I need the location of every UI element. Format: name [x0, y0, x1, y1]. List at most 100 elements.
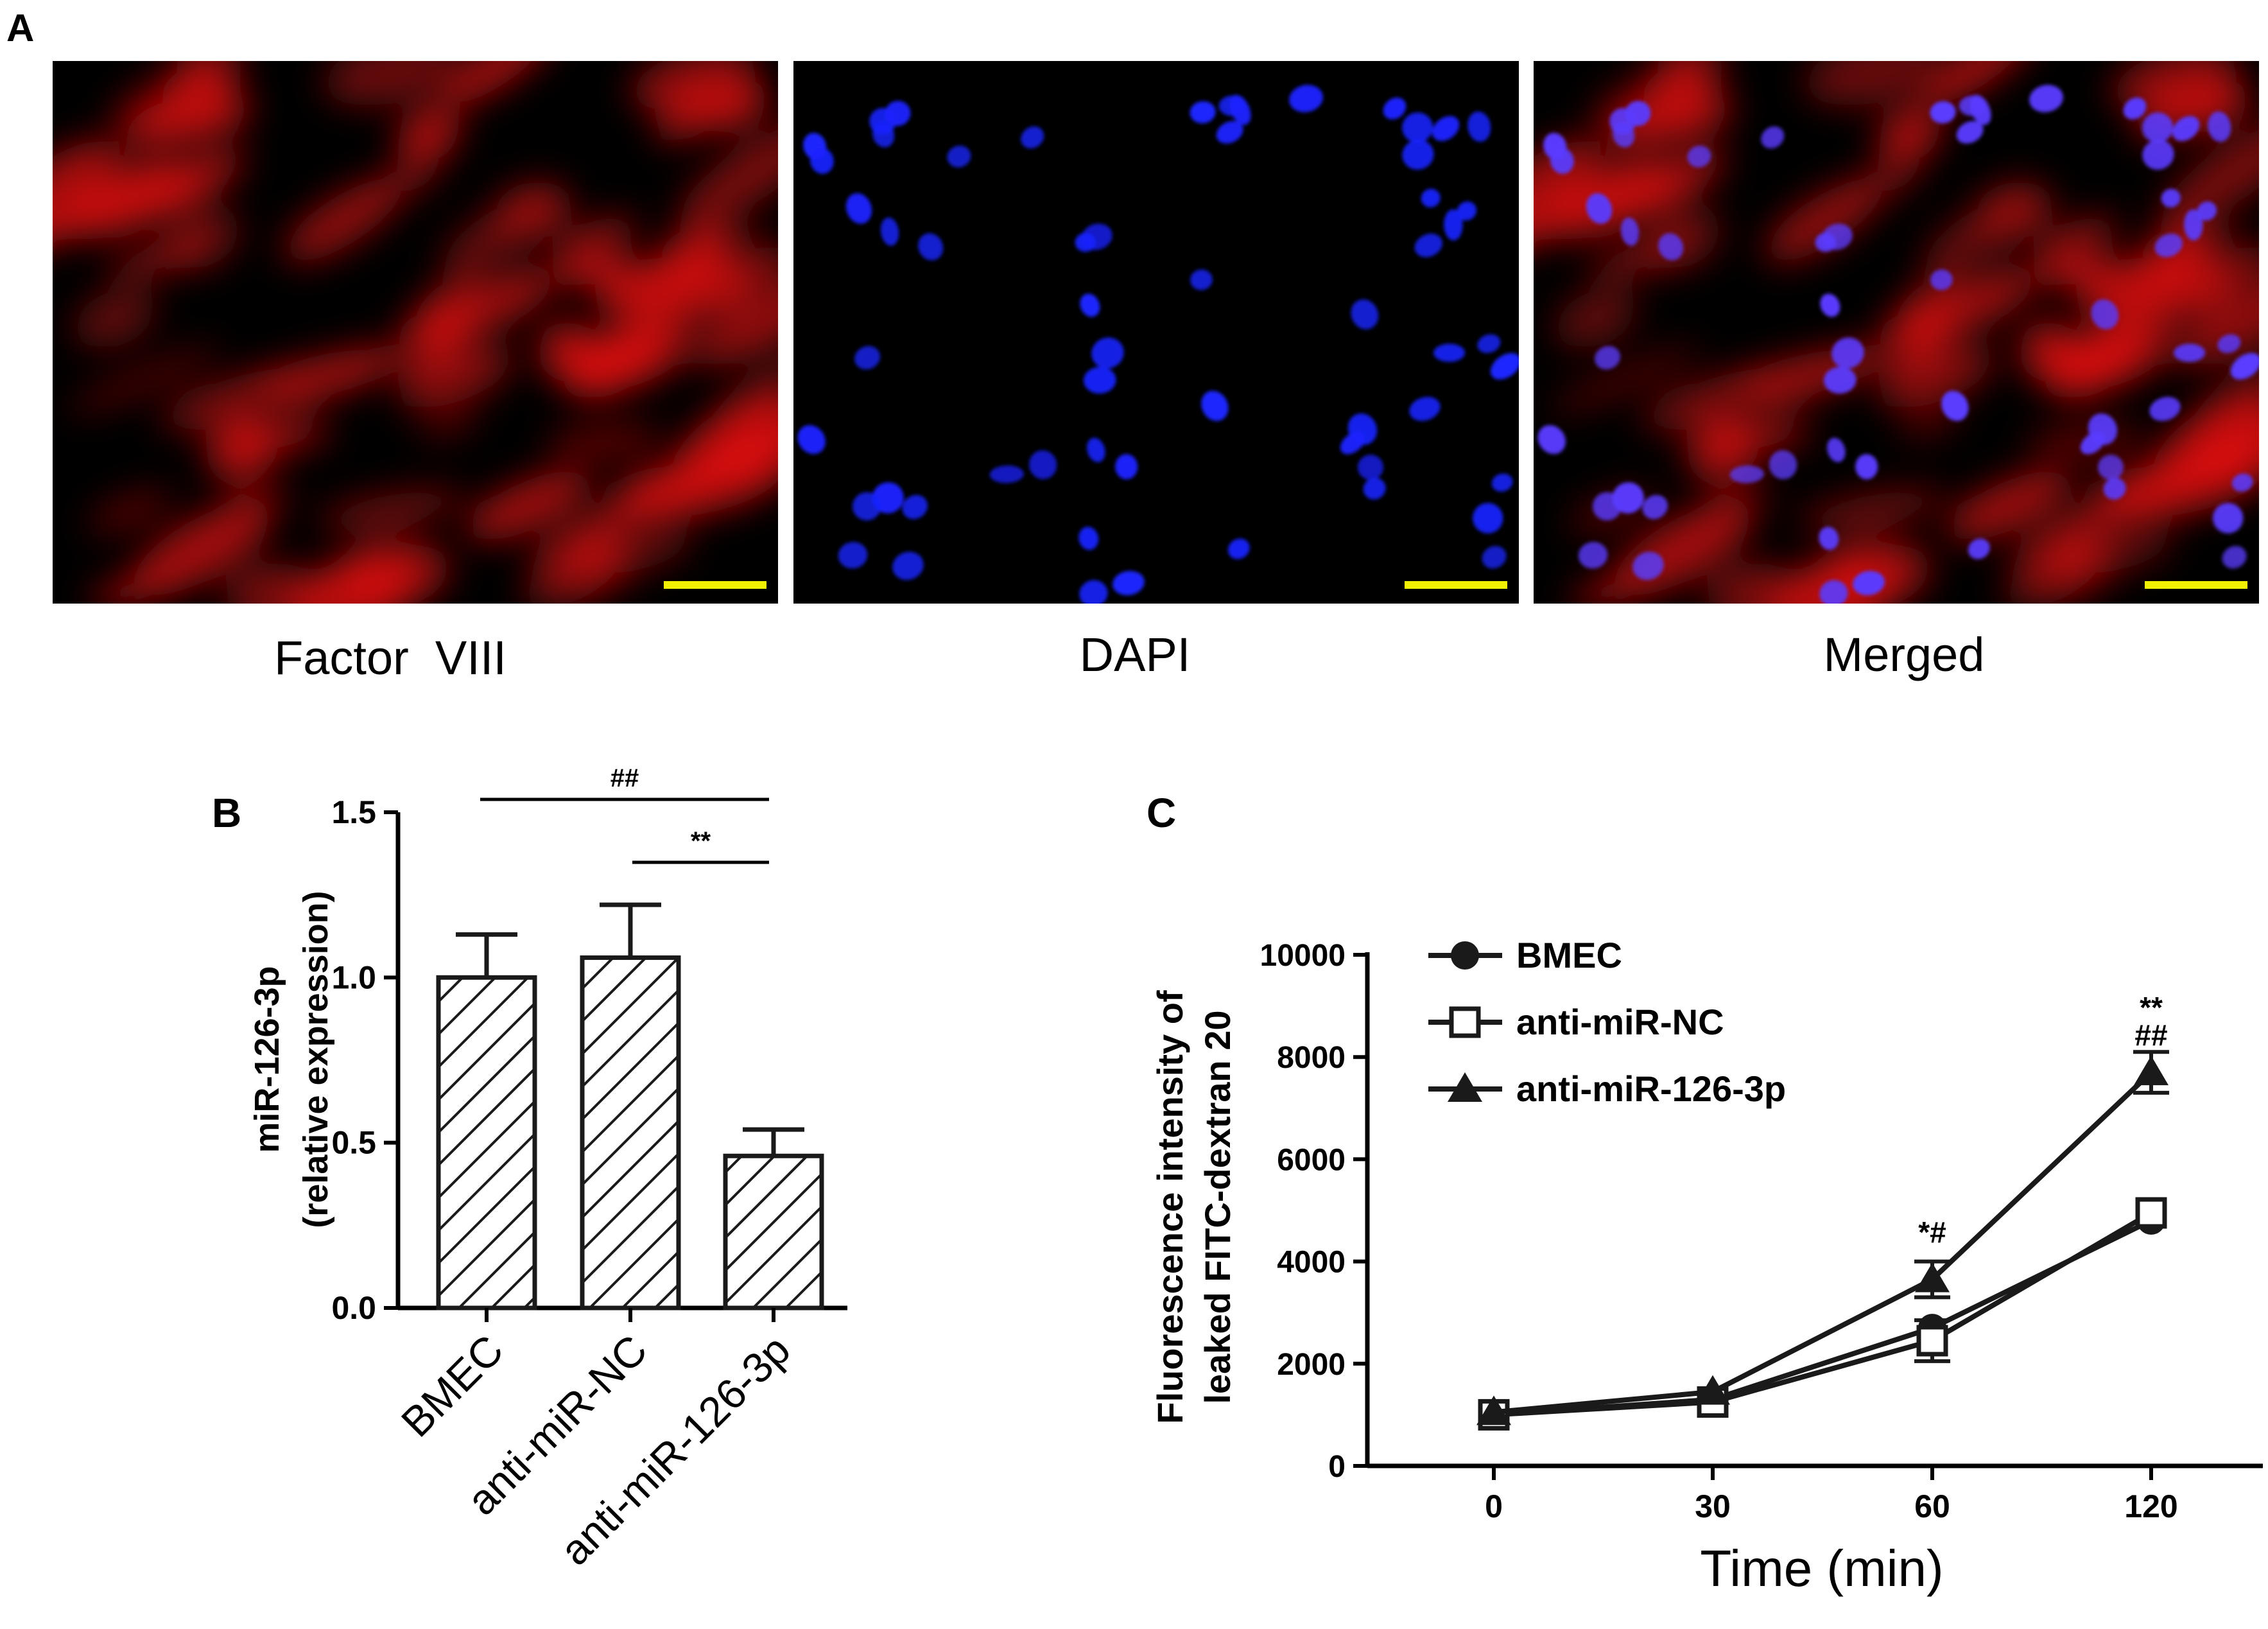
nucleus [1819, 580, 1848, 604]
red-cell-region [707, 349, 778, 437]
micrograph-dapi [793, 61, 1519, 604]
legend-marker [1448, 1072, 1482, 1102]
red-cell-region [545, 423, 663, 461]
bar-chart-mir126: 0.00.51.01.5BMECanti-miR-NCanti-miR-126-… [248, 764, 847, 1574]
red-cell-region [1798, 489, 1946, 531]
nucleus [1078, 527, 1099, 550]
nucleus [2197, 201, 2217, 221]
nucleus [2174, 344, 2206, 362]
nucleus [1578, 542, 1608, 569]
nucleus [1632, 552, 1664, 580]
nucleus [1620, 217, 1640, 246]
nucleus [885, 100, 911, 126]
red-cell-region [1880, 308, 1960, 347]
red-cell-region [274, 342, 401, 412]
nucleus [1853, 571, 1885, 596]
legend-marker [1451, 941, 1479, 970]
red-cell-region [2025, 256, 2111, 285]
nucleus [1831, 337, 1864, 369]
panel-c-letter: C [1147, 790, 1176, 836]
nucleus [2208, 111, 2231, 142]
y-tick-label: 2000 [1277, 1348, 1346, 1382]
red-cell-region [323, 61, 462, 106]
caption-dapi: DAPI [1080, 628, 1191, 681]
nucleus [1467, 111, 1491, 142]
nucleus [1351, 299, 1379, 329]
nucleus [2029, 85, 2063, 112]
line-chart-fitc-leakage: 0 2000 4000 6000 8000 10000 0 30 60 120 Time (min)… [1150, 935, 2263, 1597]
nucleus [1537, 425, 1566, 455]
red-cell-region [53, 140, 120, 238]
nucleus [989, 465, 1024, 483]
nucleus [2142, 139, 2174, 170]
red-cell-region [564, 327, 659, 399]
red-cell-region [2120, 223, 2240, 306]
red-cell-region [639, 223, 759, 306]
nucleus [1769, 450, 1797, 480]
nucleus [880, 217, 899, 246]
micrograph-merged [1534, 61, 2259, 604]
significance-label: ## [610, 764, 639, 792]
nucleus [803, 132, 827, 160]
red-cell-region [1706, 422, 1812, 452]
nucleus [1491, 473, 1513, 492]
nucleus [2149, 396, 2181, 421]
nucleus [1658, 233, 1684, 261]
scale-bar [2145, 581, 2247, 589]
legend-label: anti-miR-NC [1516, 1002, 1724, 1042]
red-cell-region [162, 65, 239, 121]
nucleus [1457, 201, 1477, 221]
y-tick-label: 10000 [1260, 939, 1346, 973]
red-cell-region [660, 78, 766, 122]
nucleus [2230, 353, 2259, 380]
nucleus [1969, 94, 1991, 125]
nucleus [1820, 293, 1840, 317]
nucleus [1612, 482, 1644, 514]
dapi-nuclei [797, 85, 1519, 604]
x-tick-label: 120 [2124, 1488, 2177, 1524]
y-tick-label: 0.5 [331, 1125, 376, 1161]
red-cell-region [629, 451, 778, 517]
data-point [1476, 1395, 1511, 1425]
nucleus [1815, 232, 1837, 252]
significance-annotation: ## [2134, 1018, 2167, 1052]
nucleus [1482, 546, 1507, 569]
y-tick-label: 1.5 [331, 794, 376, 830]
red-cell-region [2141, 78, 2247, 122]
nucleus [2217, 334, 2241, 353]
red-cell-region [396, 106, 461, 164]
red-cell-region [88, 489, 173, 534]
red-cell-region [1977, 181, 2054, 237]
red-cell-region [2033, 216, 2119, 265]
nucleus [2231, 473, 2253, 492]
panel-a-letter: A [6, 6, 34, 49]
caption-factor-viii: Factor VIII [274, 631, 506, 684]
nucleus [1930, 101, 1956, 124]
nucleus [1028, 450, 1057, 480]
nucleus [947, 145, 971, 168]
nucleus [1357, 455, 1384, 480]
x-axis-label: Time (min) [1700, 1540, 1943, 1597]
y-tick-label: 0 [1328, 1450, 1346, 1484]
caption-merged: Merged [1824, 628, 1985, 681]
red-cell-region [397, 346, 514, 408]
nucleus [1432, 116, 1460, 141]
red-cell-region [164, 207, 241, 269]
red-cell-region [1804, 61, 1943, 106]
nucleus [2097, 455, 2124, 480]
nucleus [1402, 112, 1433, 143]
series-line [1493, 1070, 2153, 1415]
red-cell-region [73, 288, 156, 348]
nucleus [1968, 538, 1990, 559]
nucleus [2080, 431, 2106, 455]
red-cell-region [1764, 179, 1883, 263]
factor-viii-red-stain [53, 61, 778, 604]
nucleus [1080, 293, 1100, 317]
red-cell-region [2110, 451, 2259, 517]
nucleus [1421, 188, 1441, 207]
nucleus [2103, 478, 2126, 500]
nucleus [1855, 454, 1878, 480]
bar-anti-miR-NC [580, 955, 681, 1311]
nucleus [1091, 337, 1124, 369]
